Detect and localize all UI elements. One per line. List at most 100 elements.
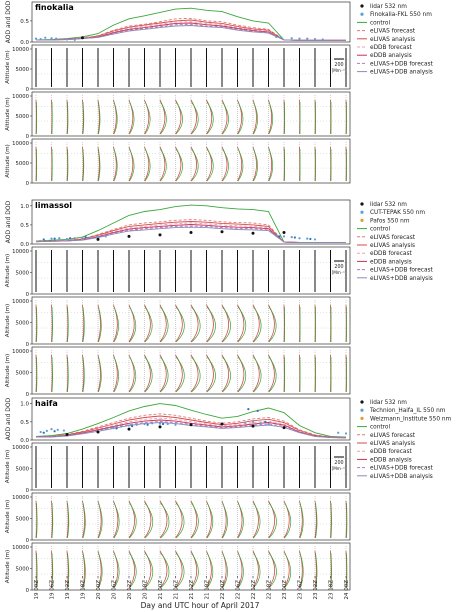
aod-ytick-label: 1.0 — [20, 204, 29, 210]
profile-curve-control — [284, 502, 292, 539]
profile-curve-control — [98, 502, 103, 539]
profile-panel-frame — [31, 492, 351, 541]
obs-point — [244, 421, 247, 424]
profile-curve-control — [113, 101, 118, 135]
obs-point — [53, 430, 56, 433]
profile-curve-control — [222, 306, 231, 343]
legend-marker — [360, 12, 364, 16]
aod-panel-frame — [31, 199, 351, 245]
aod-ytick-label: 0.0 — [20, 438, 29, 444]
alt-ytick-label: 10000 — [12, 141, 29, 147]
obs-point — [278, 235, 281, 238]
obs-point — [166, 422, 169, 426]
profile-curve-control — [206, 306, 216, 343]
legend-entry: lidar 532 nm — [370, 4, 407, 10]
profile-curve-control — [67, 552, 70, 589]
legend-entry: eLIVAS+DDB forecast — [370, 61, 434, 67]
alt-ytick-label: 0 — [26, 342, 30, 348]
obs-point — [158, 233, 162, 237]
aod-ylabel: AOD and DOD — [5, 200, 12, 243]
legend-entry: eLIVAS+DDB analysis — [370, 70, 433, 76]
legend-entry: Pafos 550 nm — [370, 218, 410, 224]
legend-entry: eDDB forecast — [370, 449, 412, 455]
alt-ytick-label: 0 — [26, 292, 30, 298]
obs-point — [162, 422, 165, 426]
legend-entry: eLIVAS+DDB forecast — [370, 268, 434, 274]
obs-point — [344, 432, 348, 435]
profile-curve — [51, 354, 53, 393]
legend-entry: eDDB analysis — [370, 53, 412, 59]
profile-curve — [345, 500, 347, 539]
profile-curve-control — [129, 101, 135, 135]
legend-marker — [360, 4, 364, 8]
x-tick-label: 20 12Z — [127, 580, 133, 600]
alt-ylabel: Altitude (m) — [5, 500, 11, 533]
profile-curve-control — [315, 552, 318, 589]
profile-curve — [345, 550, 347, 589]
profile-curve-control — [253, 502, 261, 539]
profile-curve-control — [191, 148, 199, 182]
station-title: haifa — [35, 399, 58, 408]
legend-marker — [360, 210, 364, 214]
obs-point — [306, 37, 309, 40]
x-tick-label: 19 18Z — [81, 580, 87, 600]
profile-curve-control — [206, 148, 214, 182]
profile-curve-control — [191, 306, 201, 343]
profile-curve — [51, 500, 53, 539]
obs-point — [264, 420, 267, 423]
obs-point — [298, 37, 301, 40]
obs-point — [282, 426, 286, 430]
scale-unit: [Mm⁻¹] — [332, 270, 347, 275]
obs-point — [275, 35, 278, 39]
obs-point — [50, 427, 53, 431]
aod-ytick-label: 0.0 — [20, 40, 29, 46]
profile-curve-control — [175, 306, 185, 343]
profile-curve-control — [330, 552, 332, 589]
profile-curve-control — [51, 356, 53, 393]
obs-point — [104, 235, 107, 238]
profile-curve-control — [113, 552, 120, 589]
profile-curve-control — [330, 502, 332, 539]
obs-point — [58, 237, 61, 240]
scale-unit: [Mm⁻¹] — [332, 68, 347, 73]
profile-curve — [159, 500, 168, 539]
profile-curve-control — [82, 101, 85, 135]
x-tick-label: 24 00Z — [344, 580, 350, 600]
x-tick-label: 20 00Z — [96, 580, 102, 600]
obs-point — [127, 234, 131, 238]
alt-ytick-label: 10000 — [12, 94, 29, 100]
profile-panel-frame — [31, 138, 351, 184]
x-tick-label: 19 00Z — [34, 580, 40, 600]
obs-point — [282, 235, 286, 238]
profile-curve — [51, 550, 53, 589]
obs-point — [50, 237, 53, 240]
profile-curve-control — [222, 101, 229, 135]
series-line-3 — [35, 417, 347, 439]
profile-curve-control — [160, 502, 170, 539]
legend-entry: Weizmann_Institute 550 nm — [370, 416, 452, 422]
alt-ytick-label: 10000 — [12, 445, 29, 451]
profile-curve — [35, 500, 38, 539]
profile-curve-control — [206, 502, 214, 539]
obs-point — [306, 237, 309, 240]
profile-curve-control — [82, 148, 85, 182]
profile-curve-control — [144, 148, 151, 182]
profile-curve-control — [129, 552, 137, 589]
obs-point — [56, 428, 59, 431]
alt-ylabel: Altitude (m) — [5, 97, 11, 130]
obs-point — [42, 431, 45, 434]
profile-panel-frame — [31, 542, 351, 591]
legend-entry: Finokalia-FKL 550 nm — [370, 12, 432, 18]
alt-ytick-label: 5000 — [16, 67, 30, 73]
alt-ylabel: Altitude (m) — [5, 550, 11, 583]
obs-point — [69, 237, 72, 240]
profile-curve-control — [253, 356, 262, 393]
obs-point — [84, 236, 87, 239]
alt-ytick-label: 10000 — [12, 249, 29, 255]
series-line-0 — [35, 403, 347, 438]
legend-entry: control — [370, 20, 390, 26]
profile-curve-control — [268, 148, 274, 182]
x-tick-label: 21 06Z — [174, 580, 180, 600]
x-tick-label: 23 00Z — [282, 580, 288, 600]
